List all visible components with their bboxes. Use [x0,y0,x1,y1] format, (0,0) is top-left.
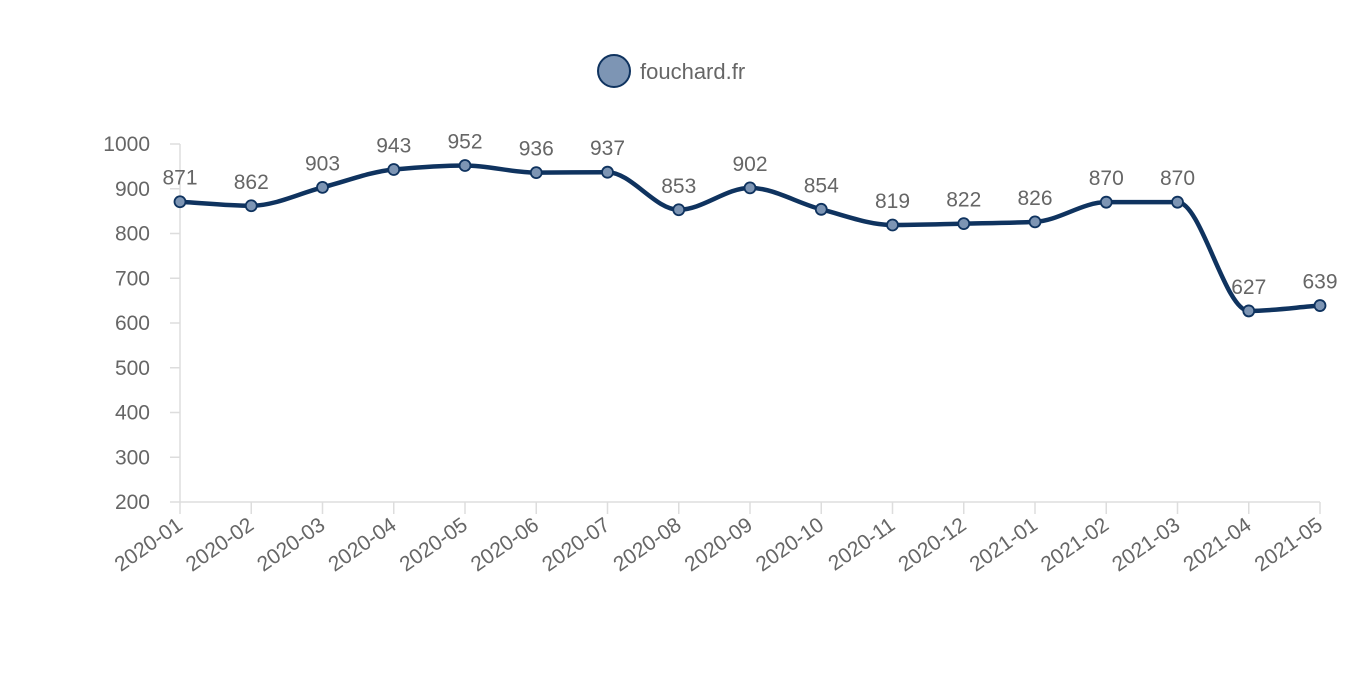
x-tick-label: 2020-09 [681,513,757,576]
data-point[interactable] [1171,195,1184,209]
y-tick-label: 1000 [103,133,150,156]
x-axis: 2020-012020-022020-032020-042020-052020-… [111,501,1327,576]
legend[interactable]: fouchard.fr [597,54,745,88]
data-point[interactable] [1242,304,1256,318]
x-tick-label: 2020-04 [324,513,401,576]
x-tick-label: 2020-12 [894,513,970,576]
data-label: 853 [661,175,696,198]
data-point[interactable] [1099,195,1113,209]
data-label: 936 [519,138,554,161]
x-tick-label: 2020-03 [253,513,329,576]
data-label: 871 [162,167,197,190]
data-label: 822 [946,189,981,212]
data-point[interactable] [529,166,543,180]
y-tick-label: 900 [115,178,150,201]
data-point[interactable] [601,165,614,179]
data-label: 903 [305,152,340,175]
series-fouchard [173,159,1327,318]
data-labels: 871 862 903 943 952 936 937 853 902 854 819 822 826 8… [162,130,1337,298]
y-tick-label: 800 [115,223,150,246]
legend-marker[interactable] [597,54,631,88]
y-tick-label: 200 [115,491,150,514]
y-tick-label: 400 [115,402,150,425]
x-tick-label: 2020-07 [538,513,614,576]
data-point[interactable] [743,181,757,195]
x-tick-label: 2021-01 [966,513,1042,576]
y-tick-label: 700 [115,267,150,290]
data-label: 854 [804,174,839,197]
data-label: 819 [875,190,910,213]
data-label: 870 [1089,167,1124,190]
data-label: 826 [1017,187,1052,210]
data-label: 870 [1160,167,1195,190]
x-tick-label: 2020-06 [467,513,543,576]
data-point[interactable] [814,202,828,216]
y-tick-label: 600 [115,312,150,335]
data-point[interactable] [244,199,258,213]
x-tick-label: 2020-08 [609,513,685,576]
y-tick-label: 300 [115,446,150,469]
x-tick-label: 2021-02 [1037,513,1113,576]
x-tick-label: 2020-02 [182,513,258,576]
x-tick-label: 2021-03 [1108,513,1184,576]
data-point[interactable] [1313,299,1327,312]
data-point[interactable] [173,195,187,209]
x-tick-label: 2020-11 [824,513,899,575]
data-point[interactable] [1028,215,1042,229]
data-label: 937 [590,137,625,160]
x-tick-label: 2020-01 [111,513,187,576]
y-axis: 200 300 400 500 600 700 800 900 1000 [103,133,181,514]
data-label: 902 [732,153,767,176]
data-point[interactable] [316,181,329,194]
data-point[interactable] [886,218,899,232]
x-tick-label: 2020-10 [752,513,828,576]
x-tick-label: 2021-05 [1251,513,1327,576]
x-tick-label: 2021-04 [1179,513,1256,576]
y-tick-label: 500 [115,357,150,380]
legend-label[interactable]: fouchard.fr [640,59,745,84]
data-label: 952 [447,130,482,153]
data-point[interactable] [458,159,472,172]
x-tick-label: 2020-05 [396,513,472,576]
data-label: 862 [234,171,269,194]
data-point[interactable] [672,203,686,217]
data-label: 943 [376,135,411,158]
data-point[interactable] [387,163,401,176]
data-point[interactable] [957,217,971,231]
data-label: 627 [1231,276,1266,299]
data-label: 639 [1302,271,1337,294]
